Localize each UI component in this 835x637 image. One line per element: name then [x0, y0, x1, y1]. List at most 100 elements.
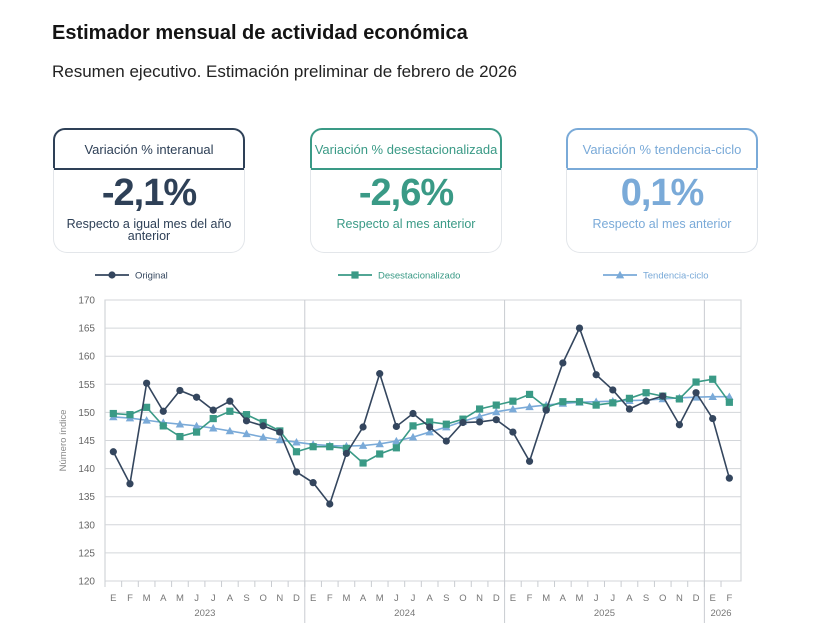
- year-label: 2026: [710, 608, 731, 619]
- x-tick-label: A: [160, 593, 167, 604]
- point-square: [376, 450, 384, 458]
- point-triangle: [525, 402, 534, 411]
- point-square: [675, 395, 683, 403]
- point-square: [476, 405, 484, 413]
- point-circle: [342, 449, 351, 458]
- point-square: [226, 407, 234, 415]
- x-tick-label: M: [176, 593, 184, 604]
- card-tendencia-value: 0,1%: [620, 172, 705, 214]
- point-square: [292, 448, 301, 456]
- point-square: [209, 414, 217, 423]
- x-tick-label: D: [493, 593, 500, 604]
- x-tick-label: D: [293, 593, 300, 604]
- x-tick-label: E: [510, 593, 516, 604]
- point-square: [326, 443, 334, 451]
- y-tick-label: 120: [78, 577, 95, 588]
- card-desestacionalizada-label: Variación % desestacionalizada: [310, 128, 502, 170]
- page-title: Estimador mensual de actividad económica: [52, 22, 468, 44]
- x-tick-label: A: [626, 593, 633, 604]
- card-tendencia-note: Respecto al mes anterior: [592, 217, 732, 231]
- point-circle: [376, 370, 384, 378]
- point-triangle: [275, 435, 285, 444]
- y-tick-label: 140: [78, 464, 95, 475]
- year-label: 2023: [194, 608, 215, 619]
- point-square: [709, 375, 717, 383]
- point-circle: [592, 371, 600, 379]
- y-tick-label: 165: [78, 324, 95, 335]
- point-circle: [725, 474, 733, 482]
- point-circle: [659, 392, 667, 400]
- x-tick-label: M: [143, 593, 151, 604]
- x-tick-label: O: [659, 593, 666, 604]
- point-circle: [492, 416, 500, 424]
- point-triangle: [708, 392, 717, 401]
- x-tick-label: N: [676, 593, 683, 604]
- point-triangle: [209, 423, 218, 432]
- card-interanual: Variación % interanual -2,1% Respecto a …: [53, 128, 245, 253]
- point-triangle: [258, 432, 268, 441]
- point-square: [525, 390, 534, 399]
- card-desestacionalizada: Variación % desestacionalizada -2,6% Res…: [310, 128, 502, 253]
- x-tick-label: J: [211, 593, 216, 604]
- point-square: [309, 443, 317, 451]
- point-triangle: [225, 426, 235, 435]
- x-tick-label: J: [610, 593, 615, 604]
- point-square: [609, 399, 617, 407]
- point-square: [392, 444, 400, 452]
- point-triangle: [375, 439, 384, 448]
- point-circle: [309, 479, 317, 487]
- x-tick-label: F: [726, 593, 732, 604]
- y-tick-label: 135: [78, 492, 95, 503]
- point-circle: [192, 393, 201, 401]
- page-subtitle: Resumen ejecutivo. Estimación preliminar…: [52, 62, 517, 81]
- legend-label: Original: [135, 271, 168, 282]
- legend-label: Tendencia-ciclo: [643, 271, 708, 282]
- point-circle: [242, 417, 251, 425]
- point-triangle: [292, 437, 301, 446]
- point-circle: [109, 448, 117, 456]
- point-circle: [392, 422, 400, 431]
- point-triangle: [508, 404, 518, 413]
- point-square: [159, 422, 167, 430]
- point-triangle: [142, 416, 151, 424]
- point-circle: [692, 389, 700, 397]
- point-circle: [575, 324, 584, 332]
- point-circle: [426, 423, 434, 431]
- series-line-circle: [112, 326, 731, 506]
- point-triangle: [475, 412, 484, 420]
- point-square: [625, 394, 634, 402]
- card-desestacionalizada-note: Respecto al mes anterior: [336, 217, 476, 231]
- point-square: [725, 398, 733, 406]
- point-triangle: [691, 393, 701, 401]
- point-square: [192, 428, 201, 436]
- point-circle: [459, 418, 467, 427]
- point-circle: [292, 468, 301, 476]
- point-circle: [259, 422, 267, 430]
- card-tendencia-body: [566, 168, 758, 253]
- card-interanual-body: [53, 168, 245, 253]
- point-square: [592, 401, 600, 409]
- point-square: [692, 378, 700, 386]
- point-square: [342, 444, 351, 452]
- point-circle: [709, 414, 717, 423]
- card-desestacionalizada-value: -2,6%: [358, 172, 454, 214]
- y-tick-label: 145: [78, 436, 95, 447]
- point-square: [492, 401, 500, 409]
- x-tick-label: F: [527, 593, 533, 604]
- point-square: [242, 411, 251, 419]
- x-tick-label: F: [327, 593, 333, 604]
- point-circle: [509, 428, 517, 436]
- x-tick-label: M: [342, 593, 350, 604]
- point-circle: [675, 421, 683, 429]
- point-circle: [409, 409, 417, 418]
- point-triangle: [492, 407, 501, 416]
- x-tick-label: O: [259, 593, 266, 604]
- year-label: 2025: [594, 608, 615, 619]
- x-tick-label: F: [127, 593, 133, 604]
- x-tick-label: J: [194, 593, 199, 604]
- point-square: [442, 420, 450, 428]
- x-tick-label: E: [310, 593, 316, 604]
- legend-label: Desestacionalizado: [378, 271, 460, 282]
- point-square: [559, 398, 567, 406]
